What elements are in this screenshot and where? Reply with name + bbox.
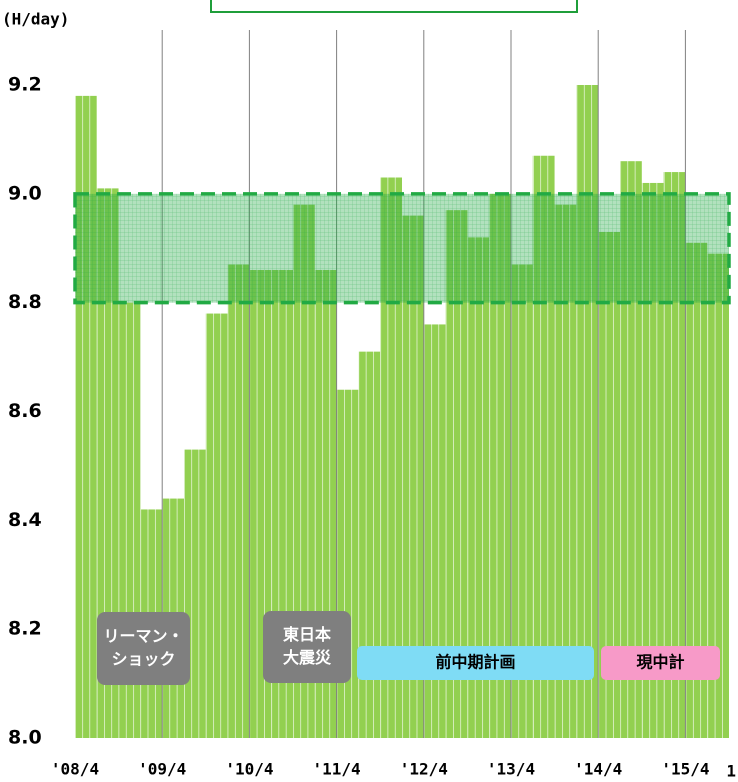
bar	[620, 161, 642, 738]
target-band-hatch	[73, 192, 731, 305]
x-tick-label: '12/4	[400, 760, 448, 779]
annotation-text: ショック	[111, 650, 175, 669]
y-tick-label: 8.6	[8, 400, 42, 422]
y-tick-label: 9.2	[8, 74, 42, 96]
bar	[554, 204, 577, 738]
x-tick-label: '14/4	[574, 760, 622, 779]
annotation-text: 東日本	[283, 625, 331, 644]
bar	[205, 313, 228, 738]
x-tick-label: '09/4	[138, 760, 186, 779]
bar	[663, 172, 686, 739]
bar	[184, 449, 206, 738]
x-tick-label: '13/4	[487, 760, 535, 779]
bar	[707, 253, 729, 739]
annotation: 前中期計画	[357, 646, 594, 680]
bar	[358, 351, 381, 738]
bar	[336, 389, 359, 738]
bar	[489, 193, 511, 739]
bar	[467, 237, 490, 738]
annotation: リーマン・ショック	[97, 612, 190, 685]
bar	[511, 264, 533, 738]
x-tick-label: '15/4	[661, 760, 709, 779]
annotation: 現中計	[601, 646, 720, 680]
x-tick-label: '11/4	[313, 760, 361, 779]
annotation-box	[601, 646, 720, 680]
annotation-box	[357, 646, 594, 680]
annotation-text: 現中計	[636, 653, 684, 672]
bar	[685, 242, 708, 738]
bar	[423, 324, 446, 738]
annotation-text: 大震災	[283, 648, 332, 667]
bar	[402, 215, 424, 739]
title-box	[210, 0, 578, 13]
bar	[445, 210, 468, 739]
annotation-box	[97, 612, 190, 685]
annotation-box	[263, 611, 351, 683]
bar	[380, 177, 402, 739]
y-tick-label: 8.2	[8, 618, 42, 640]
bar	[641, 182, 664, 738]
y-tick-label: 8.4	[8, 509, 42, 531]
y-axis-label: (H/day)	[2, 10, 69, 29]
bar	[293, 204, 315, 738]
x-tick-label: 1	[726, 762, 736, 781]
y-tick-label: 8.8	[8, 291, 42, 313]
annotation-text: リーマン・	[103, 627, 183, 646]
annotation-text: 前中期計画	[435, 653, 515, 672]
x-tick-label: '08/4	[51, 760, 99, 779]
bar	[227, 264, 250, 738]
y-tick-label: 8.0	[8, 727, 42, 749]
bar	[598, 231, 620, 739]
y-tick-label: 9.0	[8, 182, 42, 204]
bar	[96, 188, 119, 738]
bar	[576, 85, 599, 738]
x-tick-label: '10/4	[225, 760, 273, 779]
